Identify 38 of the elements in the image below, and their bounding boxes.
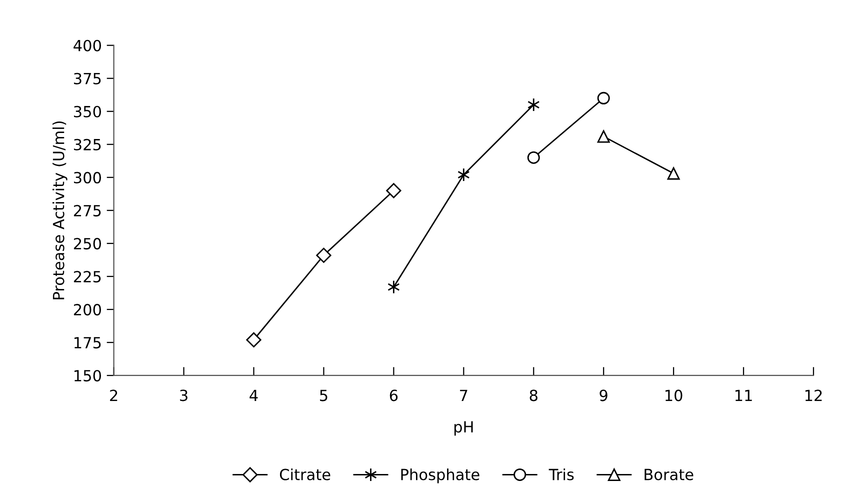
y-tick-label: 275 — [74, 204, 101, 216]
y-axis-title: Protease Activity (U/ml) — [52, 121, 68, 300]
x-tick-label: 4 — [250, 390, 258, 401]
y-tick-label: 150 — [74, 370, 101, 382]
y-tick-label: 200 — [74, 304, 101, 316]
point — [388, 280, 400, 294]
x-tick-label: 11 — [735, 390, 752, 401]
x-tick-label: 7 — [460, 390, 468, 401]
y-tick-label: 300 — [74, 172, 101, 184]
point — [667, 167, 680, 180]
point — [386, 183, 402, 198]
point — [597, 130, 610, 143]
y-tick-label: 175 — [74, 337, 101, 348]
y-tick-label: 375 — [74, 72, 101, 84]
y-tick-label: 325 — [74, 138, 101, 150]
point — [316, 248, 332, 263]
legend-label: Citrate — [280, 468, 330, 480]
x-tick-label: 9 — [600, 390, 608, 402]
point — [458, 168, 470, 182]
y-tick-label: 250 — [74, 238, 101, 250]
y-tick-label: 350 — [74, 106, 101, 118]
point — [528, 98, 540, 112]
legend-label: Borate — [644, 468, 694, 480]
point — [246, 332, 262, 348]
x-tick-label: 3 — [180, 390, 188, 402]
legend-label: Phosphate — [401, 468, 480, 484]
x-tick-label: 6 — [390, 390, 398, 402]
x-tick-label: 5 — [320, 390, 328, 402]
x-tick-label: 2 — [110, 390, 118, 401]
y-tick-label: 400 — [74, 40, 101, 52]
legend-label: Tris — [548, 468, 574, 480]
x-tick-label: 12 — [805, 390, 822, 401]
point — [527, 151, 540, 164]
x-tick-label: 8 — [530, 390, 538, 402]
x-axis-title: pH — [454, 421, 473, 436]
point — [597, 92, 610, 104]
y-tick-label: 225 — [74, 270, 101, 282]
x-tick-label: 10 — [666, 390, 682, 402]
